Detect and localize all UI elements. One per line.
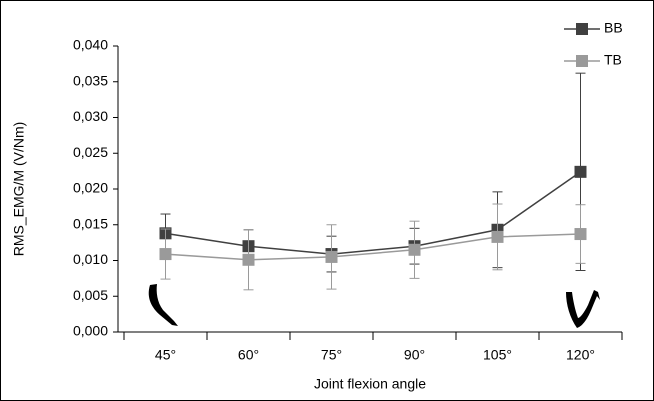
x-tick-label: 45° bbox=[155, 347, 176, 363]
legend-label: BB bbox=[604, 20, 623, 36]
y-tick-label: 0,025 bbox=[73, 144, 108, 160]
y-tick-label: 0,010 bbox=[73, 251, 108, 267]
marker bbox=[574, 165, 587, 178]
x-tick-label: 75° bbox=[321, 347, 342, 363]
legend-marker bbox=[576, 55, 588, 67]
y-tick-label: 0,040 bbox=[73, 37, 108, 53]
marker bbox=[242, 253, 255, 266]
marker bbox=[408, 243, 421, 256]
legend-label: TB bbox=[604, 52, 622, 68]
y-tick-label: 0,035 bbox=[73, 72, 108, 88]
arm-icon-extended bbox=[148, 284, 178, 326]
marker bbox=[491, 230, 504, 243]
y-axis-label: RMS_EMG/M (V/Nm) bbox=[11, 122, 27, 257]
y-tick-label: 0,020 bbox=[73, 180, 108, 196]
x-tick-label: 60° bbox=[238, 347, 259, 363]
marker bbox=[325, 250, 338, 263]
y-tick-label: 0,015 bbox=[73, 215, 108, 231]
series-line bbox=[165, 171, 581, 255]
x-axis-label: Joint flexion angle bbox=[314, 376, 426, 392]
arm-icon-flexed bbox=[566, 290, 600, 328]
y-tick-label: 0,000 bbox=[73, 323, 108, 339]
y-tick-label: 0,005 bbox=[73, 287, 108, 303]
x-tick-label: 90° bbox=[404, 347, 425, 363]
series-line bbox=[165, 233, 581, 261]
x-tick-label: 120° bbox=[566, 347, 595, 363]
marker bbox=[574, 228, 587, 241]
y-tick-label: 0,030 bbox=[73, 108, 108, 124]
marker bbox=[159, 248, 172, 261]
legend-marker bbox=[576, 23, 588, 35]
x-tick-label: 105° bbox=[483, 347, 512, 363]
